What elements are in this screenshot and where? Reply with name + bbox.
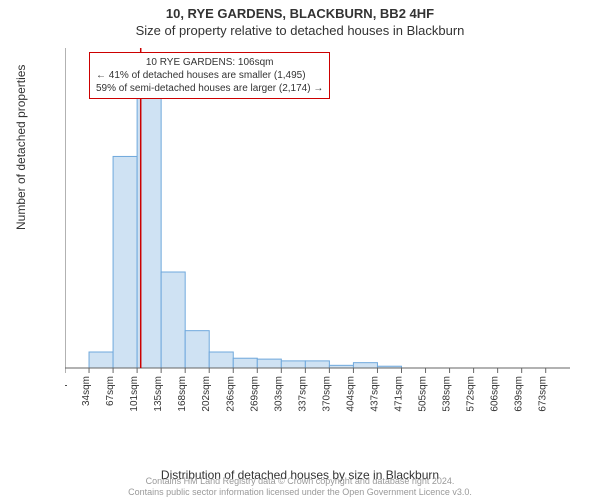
y-axis-label: Number of detached properties (14, 65, 28, 230)
footer: Contains HM Land Registry data © Crown c… (0, 476, 600, 500)
chart-container: 0200400600800100012001400160018000sqm34s… (65, 48, 570, 416)
svg-text:135sqm: 135sqm (153, 376, 164, 412)
info-box-line2: ← 41% of detached houses are smaller (1,… (96, 69, 323, 82)
svg-text:639sqm: 639sqm (514, 376, 525, 412)
svg-text:34sqm: 34sqm (81, 376, 92, 406)
footer-line1: Contains HM Land Registry data © Crown c… (0, 476, 600, 487)
svg-text:202sqm: 202sqm (201, 376, 212, 412)
svg-text:673sqm: 673sqm (538, 376, 549, 412)
page-subtitle: Size of property relative to detached ho… (0, 21, 600, 38)
svg-text:538sqm: 538sqm (442, 376, 453, 412)
histogram-plot: 0200400600800100012001400160018000sqm34s… (65, 48, 570, 416)
svg-text:101sqm: 101sqm (129, 376, 140, 412)
svg-text:437sqm: 437sqm (369, 376, 380, 412)
svg-text:67sqm: 67sqm (105, 376, 116, 406)
svg-text:505sqm: 505sqm (418, 376, 429, 412)
footer-line2: Contains public sector information licen… (0, 487, 600, 498)
info-box-line1: 10 RYE GARDENS: 106sqm (96, 56, 323, 69)
info-box: 10 RYE GARDENS: 106sqm ← 41% of detached… (89, 52, 330, 99)
svg-text:269sqm: 269sqm (249, 376, 260, 412)
page-title-address: 10, RYE GARDENS, BLACKBURN, BB2 4HF (0, 0, 600, 21)
svg-text:404sqm: 404sqm (345, 376, 356, 412)
svg-text:606sqm: 606sqm (490, 376, 501, 412)
svg-text:572sqm: 572sqm (466, 376, 477, 412)
svg-text:370sqm: 370sqm (321, 376, 332, 412)
svg-text:303sqm: 303sqm (273, 376, 284, 412)
svg-text:337sqm: 337sqm (297, 376, 308, 412)
svg-text:168sqm: 168sqm (177, 376, 188, 412)
svg-text:236sqm: 236sqm (225, 376, 236, 412)
svg-text:471sqm: 471sqm (394, 376, 405, 412)
svg-text:0sqm: 0sqm (65, 376, 68, 400)
info-box-line3: 59% of semi-detached houses are larger (… (96, 82, 323, 95)
